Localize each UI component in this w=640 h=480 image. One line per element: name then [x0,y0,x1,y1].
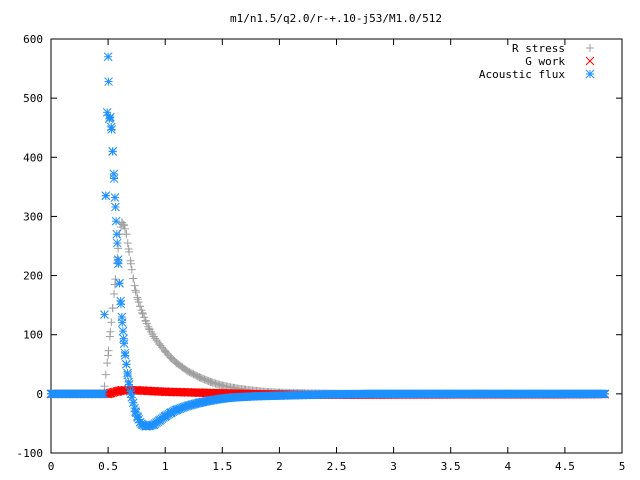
legend-marker [586,44,594,52]
data-point-interp [104,77,113,86]
data-point [118,326,128,336]
data-point-interp [111,275,120,284]
legend-marker [585,56,595,66]
data-point [111,216,121,226]
data-point-interp [113,255,123,264]
data-point-interp [123,370,133,380]
data-point-interp [104,346,113,355]
legend-marker [585,69,595,79]
y-tick-label: 400 [23,151,43,164]
x-tick-label: 4 [504,460,511,473]
data-point-interp [110,289,119,298]
legend-label: G work [525,55,565,68]
data-point-interp [105,113,115,123]
data-point-interp [111,202,120,212]
y-tick-label: 600 [23,33,43,46]
data-point-interp [119,334,128,343]
data-point-interp [134,298,143,307]
chart-title: m1/n1.5/q2.0/r-+.10-j53/M1.0/512 [230,12,442,25]
data-point-interp [108,304,117,313]
x-tick-label: 0 [48,460,55,473]
data-point-interp [123,239,132,248]
data-point-interp [100,382,109,391]
data-point-interp [120,348,130,358]
data-point-interp [106,122,116,132]
y-tick-label: 200 [23,270,43,283]
data-point-interp [126,387,135,396]
data-point-interp [125,247,134,256]
data-point-interp [121,224,130,233]
data-point-interp [131,288,140,297]
x-tick-label: 2.5 [327,460,347,473]
y-tick-label: 0 [36,388,43,401]
data-point-interp [108,147,118,156]
data-point-interp [100,310,109,319]
x-tick-label: 2 [276,460,283,473]
data-point-interp [101,370,110,379]
x-tick-label: 5 [619,460,626,473]
data-point-interp [600,389,609,399]
data-point [103,52,113,62]
x-tick-label: 3.5 [441,460,461,473]
data-point [112,238,122,248]
data-point-interp [119,220,128,229]
data-point-interp [109,174,119,183]
data-point-interp [137,306,146,315]
data-point-interp [122,230,131,239]
data-point-interp [118,218,127,227]
data-point-interp [127,265,136,274]
data-point-interp [115,278,124,288]
data-point-interp [122,359,131,369]
data-point-interp [128,398,138,408]
y-tick-label: 300 [23,210,43,223]
legend-label: R stress [512,42,565,55]
series-acoustic-flux [46,52,610,431]
data-point-interp [133,293,142,302]
y-tick-label: -100 [17,447,44,460]
data-point-interp [107,318,116,327]
data-point-interp [136,302,145,311]
data-point-interp [129,274,138,283]
x-tick-label: 1 [162,460,169,473]
data-point-interp [126,256,135,265]
data-point-interp [103,359,112,368]
data-point-interp [98,389,108,399]
data-point [110,193,120,202]
y-tick-label: 100 [23,329,43,342]
y-tick-label: 500 [23,92,43,105]
x-tick-label: 1.5 [212,460,232,473]
legend-label: Acoustic flux [479,68,565,81]
data-point-interp [138,309,147,318]
data-point-interp [140,313,149,322]
data-point-interp [112,229,122,239]
data-point-interp [116,299,126,309]
data-point-interp [117,318,127,328]
data-point-interp [127,393,137,402]
data-point-interp [114,244,123,253]
data-point-interp [105,332,114,341]
data-point-interp [101,191,111,201]
x-tick-label: 4.5 [555,460,575,473]
plot-series [46,52,610,431]
x-tick-label: 0.5 [98,460,118,473]
data-point-interp [130,281,139,290]
axes: 0 0.5 1 1.5 2 2.5 3 3.5 4 4.5 5 -100 0 100 200 300 400 50… [17,33,626,473]
data-point-interp [124,380,134,389]
x-tick-label: 3 [390,460,397,473]
